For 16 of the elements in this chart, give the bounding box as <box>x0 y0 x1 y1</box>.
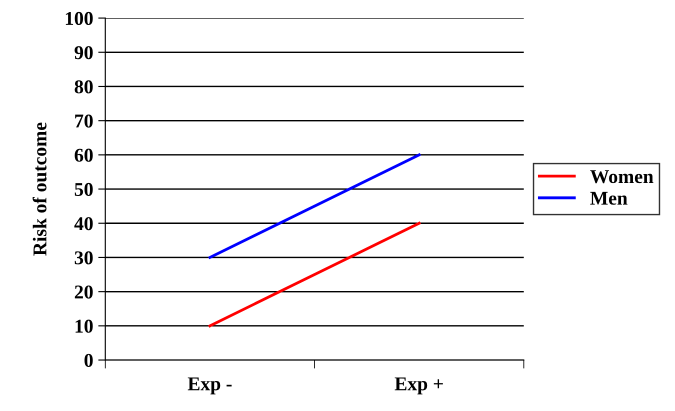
y-axis-title: Risk of outcome <box>32 122 47 256</box>
y-tick-label: 90 <box>74 46 93 60</box>
y-tick-label: 100 <box>66 12 93 26</box>
y-tick-label: 30 <box>74 251 93 264</box>
x-tick-label: Exp + <box>394 377 443 394</box>
y-tick-label: 0 <box>84 354 93 367</box>
x-tick-label: Exp - <box>188 377 232 394</box>
y-tick-label: 70 <box>75 114 93 128</box>
y-tick-label: 10 <box>76 320 93 333</box>
legend-label: Men <box>590 192 628 205</box>
y-tick-label: 80 <box>74 80 93 94</box>
y-tick-label: 40 <box>74 217 93 230</box>
y-tick-label: 60 <box>74 148 93 162</box>
y-tick-label: 50 <box>74 182 93 196</box>
y-tick-label: 20 <box>74 285 93 299</box>
legend-label: Women <box>590 170 654 184</box>
